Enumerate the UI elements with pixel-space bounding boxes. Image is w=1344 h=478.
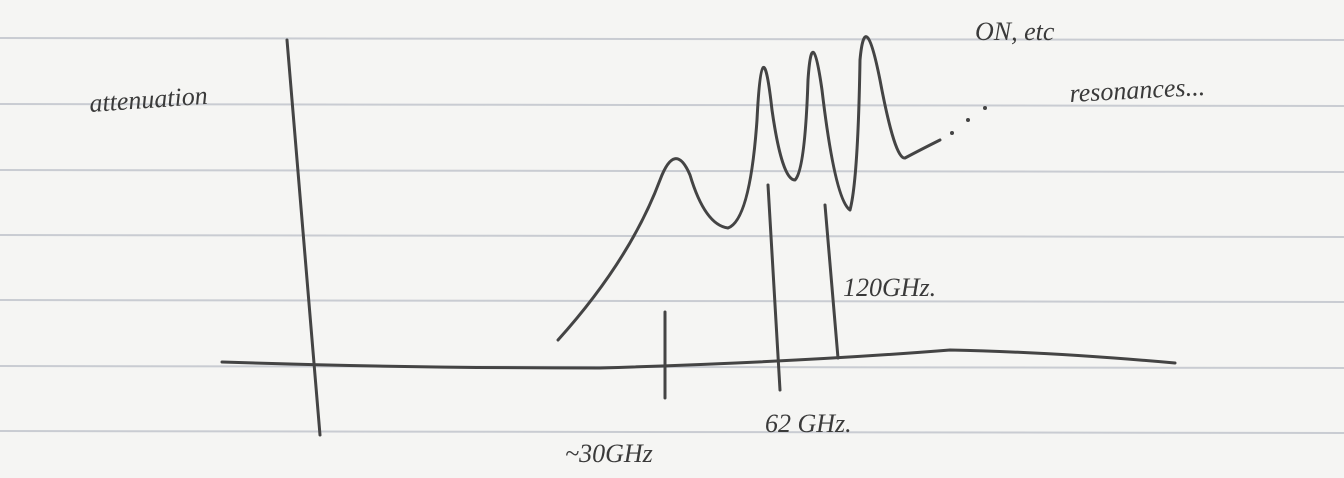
paper-line	[0, 431, 1344, 433]
tick-120	[825, 205, 838, 358]
label-30: ~30GHz	[565, 439, 653, 468]
dot	[983, 106, 987, 110]
tick-62	[768, 185, 780, 390]
paper-line	[0, 38, 1344, 40]
sketch: attenuation ON, etc resonances... 120GHz…	[0, 0, 1344, 478]
label-120: 120GHz.	[843, 273, 936, 302]
paper-line	[0, 170, 1344, 172]
dot	[966, 118, 970, 122]
paper-line	[0, 300, 1344, 302]
y-axis-label: attenuation	[88, 81, 208, 118]
label-62: 62 GHz.	[765, 409, 852, 438]
dots	[950, 106, 987, 135]
dot	[950, 131, 954, 135]
horizontal-axis	[222, 350, 1175, 368]
paper-line	[0, 235, 1344, 237]
note: ON, etc	[975, 17, 1055, 46]
resonances-label: resonances...	[1069, 72, 1206, 108]
vertical-axis	[287, 40, 320, 435]
page: {"labels": {"y_axis": "attenuation", "to…	[0, 0, 1344, 478]
